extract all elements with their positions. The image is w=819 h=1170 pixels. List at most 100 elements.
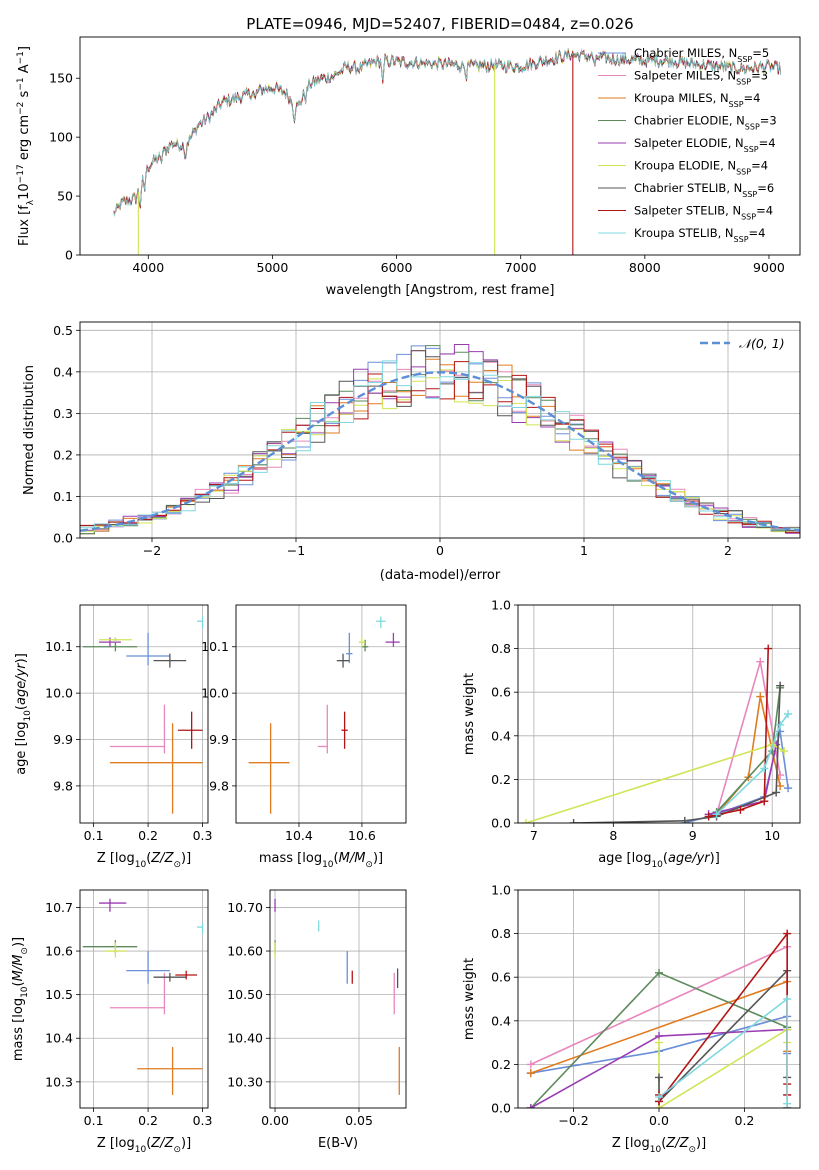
- x-axis-label-part: ⊙: [688, 1145, 696, 1155]
- y-axis-label-part: age/yr: [14, 662, 29, 705]
- weight-marker-salpeter_stelib: [760, 797, 769, 806]
- legend-label-chabrier_elodie: Chabrier ELODIE, NSSP=3: [634, 114, 777, 132]
- y-tick-label: 10.3: [45, 1074, 73, 1089]
- x-tick-label: −0.2: [558, 1113, 588, 1128]
- x-axis-label-part: ⊙: [173, 1145, 181, 1155]
- weight-marker-salpeter_elodie: [526, 1104, 535, 1108]
- age-vs-metallicity-panel: 0.1 0.2 0.39.89.910.010.1Z [log10(Z/Z⊙)]ag…: [14, 604, 212, 870]
- legend-label-eq: =: [756, 204, 766, 218]
- weight-marker-salpeter_miles: [756, 657, 765, 666]
- legend-label-eq: =: [759, 136, 769, 150]
- y-axis-label: age [log10(age/yr)]: [14, 653, 33, 775]
- x-tick-label: 8: [609, 828, 617, 843]
- y-tick-label: 0.4: [53, 364, 73, 379]
- weight-line-salpeter_stelib: [708, 648, 769, 818]
- legend-label-eq: =: [744, 91, 754, 105]
- y-tick-label: 0.3: [53, 406, 73, 421]
- axes-frame: [517, 604, 801, 824]
- axes-frame: [269, 889, 407, 1109]
- legend-label-sub: SSP: [734, 235, 749, 244]
- legend-label-n: 5: [762, 46, 769, 60]
- x-axis-label-part: (: [334, 851, 339, 866]
- y-axis-label-part: Flux [f: [17, 205, 32, 246]
- mass-vs-ebv-panel: 0.00 0.05 10.30 10.40 10.50 10.60 10.70 E(B-V): [227, 889, 407, 1151]
- x-axis-label-part: )]: [696, 1136, 706, 1151]
- histogram-kroupa_stelib: [80, 360, 800, 535]
- y-tick-label: 0.4: [491, 1013, 511, 1028]
- y-tick-label: 0.1: [53, 489, 73, 504]
- legend-label-eq: =: [751, 159, 761, 173]
- x-axis-label-part: )]: [181, 851, 191, 866]
- y-tick-label: 0.8: [491, 641, 511, 656]
- weight-marker-salpeter_miles: [526, 1060, 535, 1069]
- legend-label-sub: SSP: [737, 55, 752, 64]
- x-axis-label-part: age/yr: [668, 851, 711, 866]
- weight-marker-kroupa_stelib: [784, 710, 793, 718]
- legend-label-kroupa_elodie: Kroupa ELODIE, NSSP=4: [634, 159, 768, 177]
- y-tick-label: 9.9: [53, 732, 73, 747]
- age-vs-mass-panel: 10.4 10.6 9.8 9.9 10.0 10.1 mass [log10(M/M⊙)]: [201, 604, 407, 870]
- legend-label-text: Chabrier ELODIE, N: [634, 114, 745, 128]
- weight-marker-chabrier_stelib: [655, 1073, 663, 1082]
- x-axis-label-part: Z [log: [97, 851, 135, 866]
- legend-label-kroupa_miles: Kroupa MILES, NSSP=4: [634, 91, 761, 109]
- y-axis-label-part: λ: [26, 199, 36, 205]
- x-axis-label: Z [log10(Z/Z⊙)]: [97, 1136, 191, 1155]
- x-tick-label: 0.1: [84, 1113, 104, 1128]
- x-axis-label: wavelength [Angstrom, rest frame]: [326, 283, 555, 298]
- legend-label-eq: =: [760, 114, 770, 128]
- x-tick-label: 9: [689, 828, 697, 843]
- weight-marker-chabrier_stelib: [680, 816, 689, 823]
- y-axis-label-part: −2: [16, 102, 26, 115]
- y-tick-label: 1.0: [491, 883, 511, 898]
- legend-label-text: Salpeter STELIB, N: [634, 204, 741, 218]
- y-axis-label-part: erg cm: [17, 115, 32, 164]
- x-axis-label-part: ⊙: [173, 860, 181, 870]
- x-axis-label-part: (: [663, 851, 668, 866]
- legend-label-n: 4: [768, 136, 775, 150]
- weight-marker-kroupa_miles: [526, 1069, 535, 1078]
- x-tick-label: 0: [436, 543, 444, 558]
- y-tick-label: 9.8: [53, 778, 73, 793]
- y-axis-label-part: ]: [17, 46, 32, 51]
- plot-area: [526, 929, 792, 1108]
- weight-marker-kroupa_miles: [776, 781, 785, 790]
- weight-marker-kroupa_elodie: [780, 747, 789, 756]
- plot-area: [82, 616, 204, 814]
- axes-frame: [79, 889, 209, 1109]
- x-tick-label: 0.2: [735, 1113, 755, 1128]
- y-axis-label-part: M/M: [11, 955, 26, 982]
- y-tick-label: 0.2: [491, 1057, 511, 1072]
- x-axis-label-part: ⊙: [365, 860, 373, 870]
- legend-label-eq: =: [752, 46, 762, 60]
- y-axis-label-part: )]: [11, 937, 26, 947]
- legend-label-text: Salpeter MILES, N: [634, 69, 736, 83]
- y-axis-label: Flux [fλ10−17 erg cm−2 s−1 A−1]: [16, 46, 36, 246]
- y-tick-label: 0.0: [53, 531, 73, 546]
- mass-vs-metallicity-panel: 0.1 0.2 0.310.310.410.510.610.7Z [log10(Z/…: [11, 889, 212, 1155]
- y-tick-label: 0.5: [53, 323, 73, 338]
- x-tick-label: 0.0: [649, 1113, 669, 1128]
- x-axis-label-part: (: [661, 1136, 666, 1151]
- legend-label-eq: =: [749, 226, 759, 240]
- x-tick-label: 0.2: [138, 828, 158, 843]
- axes-frame: [79, 36, 801, 256]
- legend-label-text: Chabrier MILES, N: [634, 46, 737, 60]
- x-tick-label: 4000: [132, 260, 164, 275]
- y-tick-label: 0: [65, 248, 73, 263]
- y-axis-label-part: mass weight: [462, 958, 477, 1040]
- legend-label-text: Kroupa STELIB, N: [634, 226, 734, 240]
- x-axis-label-part: Z/Z: [150, 1136, 174, 1151]
- x-tick-label: 6000: [381, 260, 413, 275]
- x-tick-label: 2: [724, 543, 732, 558]
- y-tick-label: 10.5: [45, 987, 73, 1002]
- x-axis-label-part: 10: [322, 860, 334, 870]
- x-axis-label-part: mass [log: [259, 851, 322, 866]
- legend-label-n: 4: [761, 159, 768, 173]
- weight-line-kroupa_stelib: [716, 713, 789, 815]
- legend-label-eq: =: [751, 69, 761, 83]
- y-tick-label: 50: [57, 189, 73, 204]
- y-tick-label: 10.4: [45, 1031, 73, 1046]
- x-axis-label-part: (data-model)/error: [380, 568, 501, 583]
- legend-label-eq: =: [757, 181, 767, 195]
